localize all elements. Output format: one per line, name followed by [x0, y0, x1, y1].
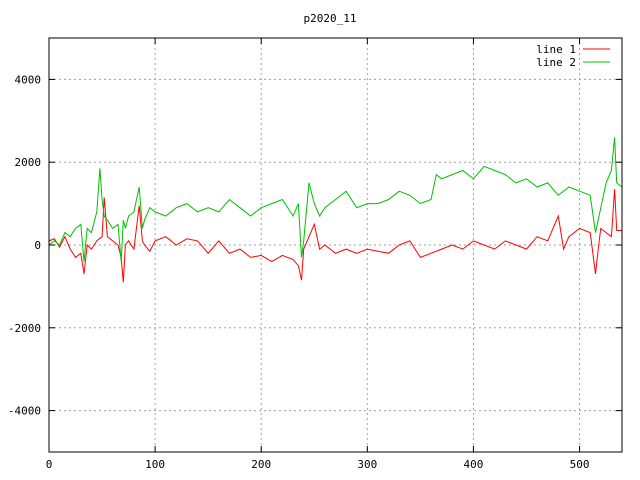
grid-lines — [49, 38, 622, 452]
y-tick-label: 2000 — [15, 156, 42, 169]
y-tick-label: 0 — [34, 239, 41, 252]
y-tick-label: -2000 — [8, 322, 41, 335]
legend-label-2: line 2 — [536, 56, 576, 69]
axis-ticks: 0 100 200 300 400 500 -4000 -2000 0 2000 4000 — [8, 38, 622, 471]
x-tick-label: 300 — [357, 458, 377, 471]
x-tick-label: 100 — [145, 458, 165, 471]
legend-label-1: line 1 — [536, 43, 576, 56]
x-tick-label: 500 — [570, 458, 590, 471]
x-tick-label: 0 — [46, 458, 53, 471]
series-line-1 — [48, 189, 622, 283]
series-group — [48, 137, 623, 283]
x-tick-label: 200 — [251, 458, 271, 471]
series-line-2 — [48, 137, 623, 262]
y-tick-label: 4000 — [15, 73, 42, 86]
x-tick-label: 400 — [464, 458, 484, 471]
chart-title: p2020_11 — [304, 12, 357, 25]
y-tick-label: -4000 — [8, 405, 41, 418]
